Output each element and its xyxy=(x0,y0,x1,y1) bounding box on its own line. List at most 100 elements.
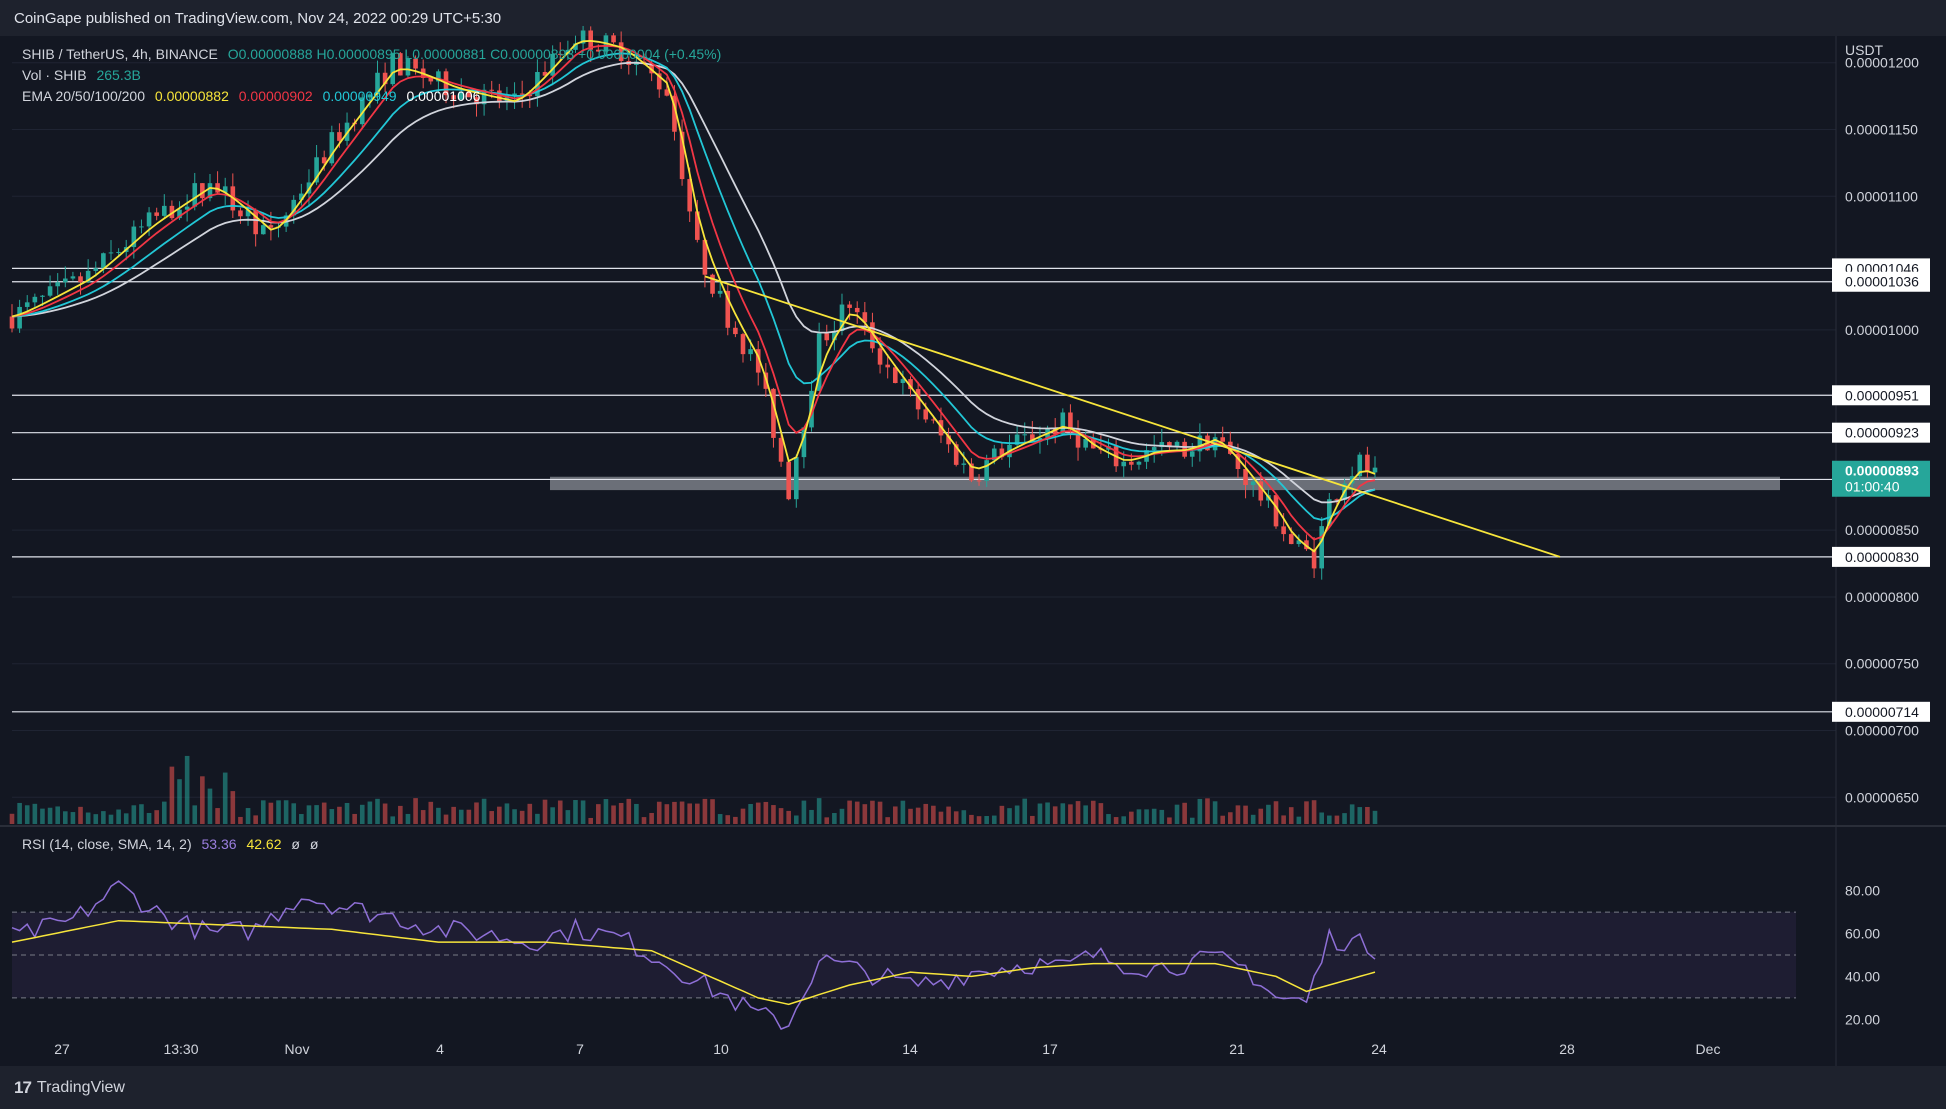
candle-body xyxy=(169,205,175,219)
volume-bar xyxy=(291,803,297,824)
candle-body xyxy=(428,77,434,82)
volume-bar xyxy=(1174,804,1180,824)
candle-body xyxy=(1068,412,1073,430)
volume-bar xyxy=(466,809,472,824)
candle-body xyxy=(542,72,548,76)
volume-bar xyxy=(1319,812,1324,824)
ema200-value: 0.00001006 xyxy=(406,88,481,104)
candle-body xyxy=(1159,442,1165,448)
price-tick: 0.00001150 xyxy=(1845,121,1918,137)
candle-body xyxy=(1311,549,1317,569)
candle-body xyxy=(9,316,15,329)
volume-bar xyxy=(489,811,495,824)
volume-bar xyxy=(915,807,921,824)
candle-body xyxy=(953,444,959,465)
candle-body xyxy=(1075,429,1081,448)
rsi-line xyxy=(11,880,1376,1030)
candle-body xyxy=(47,286,53,296)
volume-bar xyxy=(131,805,137,824)
candle-body xyxy=(961,463,967,465)
volume-bar xyxy=(306,805,312,824)
volume-bar xyxy=(192,805,198,824)
candle-body xyxy=(497,90,502,102)
grid xyxy=(0,36,1946,1066)
candle-body xyxy=(299,193,304,200)
volume-bar xyxy=(222,772,228,824)
volume-bar xyxy=(1075,801,1081,824)
volume-bar xyxy=(596,804,601,824)
volume-bar xyxy=(17,802,22,824)
price-tick: 0.00001200 xyxy=(1845,55,1919,71)
candle-body xyxy=(755,349,761,373)
volume-bar xyxy=(375,798,380,824)
volume-label[interactable]: Vol · SHIB xyxy=(22,67,87,83)
volume-bar xyxy=(687,803,692,824)
ema20-value: 0.00000882 xyxy=(154,88,229,104)
candle-body xyxy=(710,274,715,294)
volume-bar xyxy=(1068,804,1073,824)
volume-bar xyxy=(1151,808,1157,824)
support-zone xyxy=(550,476,1780,491)
candle-body xyxy=(1327,499,1332,527)
candle-body xyxy=(1243,469,1248,485)
ema-label[interactable]: EMA 20/50/100/200 xyxy=(22,88,145,104)
brand-label: TradingView xyxy=(36,1079,125,1096)
candle-body xyxy=(550,53,555,76)
volume-bar xyxy=(877,801,883,824)
time-tick: Nov xyxy=(285,1041,310,1057)
volume-bar xyxy=(367,801,373,824)
candle-body xyxy=(1014,434,1020,445)
volume-bar xyxy=(1281,815,1286,824)
candle-body xyxy=(999,448,1005,458)
candle-body xyxy=(1250,481,1256,485)
volume-bar xyxy=(177,779,182,824)
time-tick: 21 xyxy=(1229,1041,1245,1057)
rsi-label[interactable]: RSI (14, close, SMA, 14, 2) xyxy=(22,836,192,852)
volume-bar xyxy=(991,815,997,824)
time-tick: 28 xyxy=(1559,1041,1575,1057)
volume-bar xyxy=(116,809,121,824)
tradingview-brand[interactable]: 17 TradingView xyxy=(14,1078,125,1098)
candle-body xyxy=(519,93,525,95)
volume-bar xyxy=(504,803,510,824)
volume-bar xyxy=(1030,815,1035,824)
ohlc-values: O0.00000888 H0.00000895 L0.00000881 C0.0… xyxy=(227,46,722,62)
volume-bar xyxy=(420,810,426,824)
candle-body xyxy=(458,91,464,100)
candle-body xyxy=(1304,540,1309,550)
candle-body xyxy=(1083,439,1088,448)
candle-body xyxy=(1121,461,1127,467)
volume-bar xyxy=(32,803,38,824)
volume-bar xyxy=(337,806,342,824)
candle-body xyxy=(78,276,83,283)
volume-bar xyxy=(93,814,99,824)
candle-body xyxy=(816,333,822,391)
volume-bar xyxy=(1228,812,1233,824)
rsi-panel xyxy=(11,880,1796,1030)
candle-body xyxy=(664,89,670,96)
descending-trendline xyxy=(704,275,1561,558)
candle-body xyxy=(200,183,205,199)
ema50-value: 0.00000902 xyxy=(238,88,313,104)
rsi-extra-1: ø xyxy=(291,836,300,852)
volume-bar xyxy=(344,802,350,824)
volume-bar xyxy=(953,811,959,824)
volume-bar xyxy=(268,802,274,824)
symbol-label[interactable]: SHIB / TetherUS, 4h, BINANCE xyxy=(22,46,218,62)
currency-label: USDT xyxy=(1845,42,1884,58)
level-label: 0.00000830 xyxy=(1845,549,1919,565)
candle-body xyxy=(892,367,898,384)
volume-bar xyxy=(1250,814,1256,824)
volume-bar xyxy=(359,804,365,824)
candle-body xyxy=(557,53,563,55)
volume-bar xyxy=(390,816,396,824)
candle-body xyxy=(991,448,997,461)
volume-bar xyxy=(1258,808,1264,824)
volume-bar xyxy=(984,816,989,824)
candle-body xyxy=(877,348,883,365)
candle-body xyxy=(245,209,251,217)
candle-body xyxy=(101,253,106,269)
volume-bar xyxy=(611,805,616,824)
